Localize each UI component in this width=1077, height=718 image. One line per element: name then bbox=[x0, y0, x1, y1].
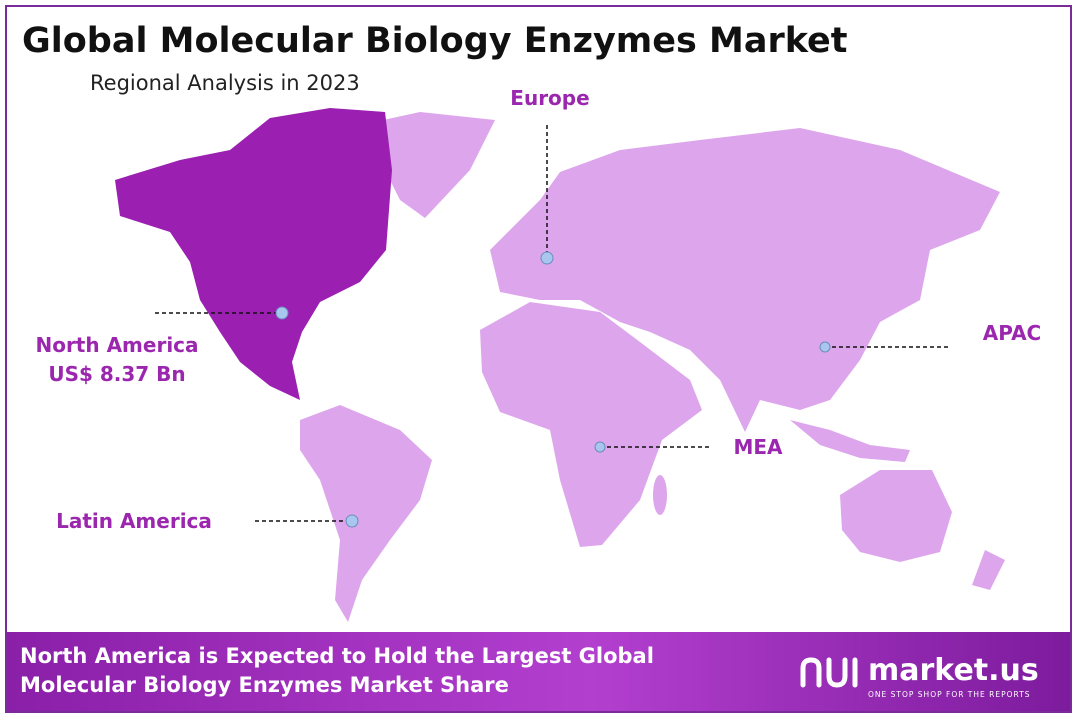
markers bbox=[275, 251, 831, 528]
footer-box: North America is Expected to Hold the La… bbox=[20, 644, 654, 697]
footer-text: North America is Expected to Hold the La… bbox=[20, 644, 654, 697]
region-label: APAC bbox=[983, 321, 1041, 345]
region-label: Europe bbox=[510, 86, 589, 110]
africa bbox=[480, 302, 702, 547]
madagascar bbox=[653, 475, 667, 515]
logo-icon bbox=[800, 657, 858, 688]
footer-band bbox=[7, 632, 1070, 711]
eurasia bbox=[490, 128, 1000, 432]
region-label: North America bbox=[35, 333, 198, 357]
greenland bbox=[360, 112, 495, 218]
world-map bbox=[300, 112, 1005, 622]
leaders bbox=[155, 125, 950, 522]
north-america bbox=[115, 108, 392, 400]
region-label: Latin America bbox=[56, 509, 212, 533]
new-zealand bbox=[972, 550, 1005, 590]
region-label: MEA bbox=[733, 435, 783, 459]
indonesia bbox=[790, 420, 910, 462]
south-america bbox=[300, 405, 432, 622]
frame bbox=[5, 5, 1072, 713]
title: Global Molecular Biology Enzymes Market bbox=[22, 21, 848, 61]
region-value: US$ 8.37 Bn bbox=[48, 362, 185, 386]
subtitle: Regional Analysis in 2023 bbox=[90, 71, 360, 95]
tagline: ONE STOP SHOP FOR THE REPORTS bbox=[868, 690, 1031, 699]
australia bbox=[840, 470, 952, 562]
brand: market.us bbox=[868, 653, 1039, 688]
